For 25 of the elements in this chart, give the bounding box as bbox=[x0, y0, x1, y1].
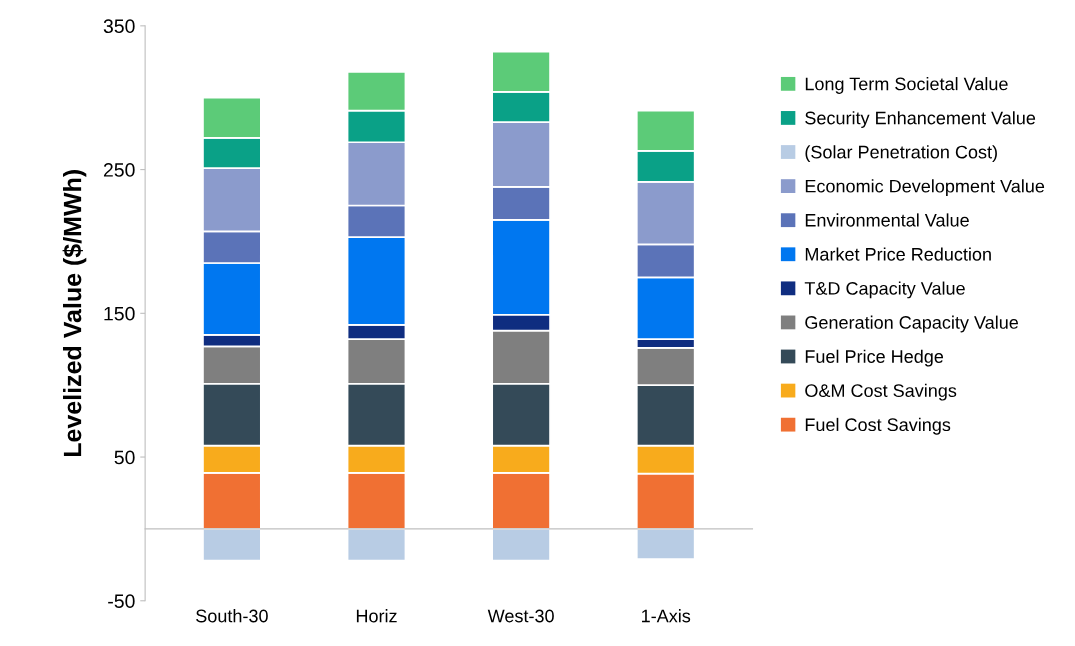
x-tick-label: South-30 bbox=[196, 609, 268, 623]
x-tick-label: Horiz bbox=[356, 609, 397, 623]
bar bbox=[635, 528, 696, 560]
legend-label: Environmental Value bbox=[805, 213, 969, 227]
legend-label: O&M Cost Savings bbox=[805, 383, 957, 401]
bar bbox=[202, 528, 262, 562]
legend-label: Market Price Reduction bbox=[805, 247, 991, 261]
y-tick-label: 50 bbox=[114, 450, 135, 465]
legend-label: T&D Capacity Value bbox=[804, 281, 965, 299]
x-tick-label: 1-Axis bbox=[642, 609, 691, 623]
bar bbox=[346, 528, 407, 562]
y-tick-label: -50 bbox=[108, 594, 135, 609]
legend-label: Fuel Cost Savings bbox=[805, 417, 951, 435]
legend-label: Fuel Price Hedge bbox=[805, 349, 944, 367]
legend-label: Security Enhancement Value bbox=[805, 111, 1036, 128]
bar bbox=[491, 528, 551, 562]
y-axis-title: Levelized Value ($/MWh) bbox=[62, 170, 87, 457]
legend-label: (Solar Penetration Cost) bbox=[805, 145, 997, 163]
y-tick-label: 350 bbox=[103, 19, 135, 34]
x-tick-label: West-30 bbox=[487, 609, 554, 623]
legend-label: Long Term Societal Value bbox=[805, 77, 1008, 94]
y-tick-label: 150 bbox=[104, 306, 135, 321]
y-tick-label: 250 bbox=[103, 163, 135, 177]
legend-label: Generation Capacity Value bbox=[805, 315, 1019, 333]
legend-label: Economic Development Value bbox=[805, 179, 1045, 197]
